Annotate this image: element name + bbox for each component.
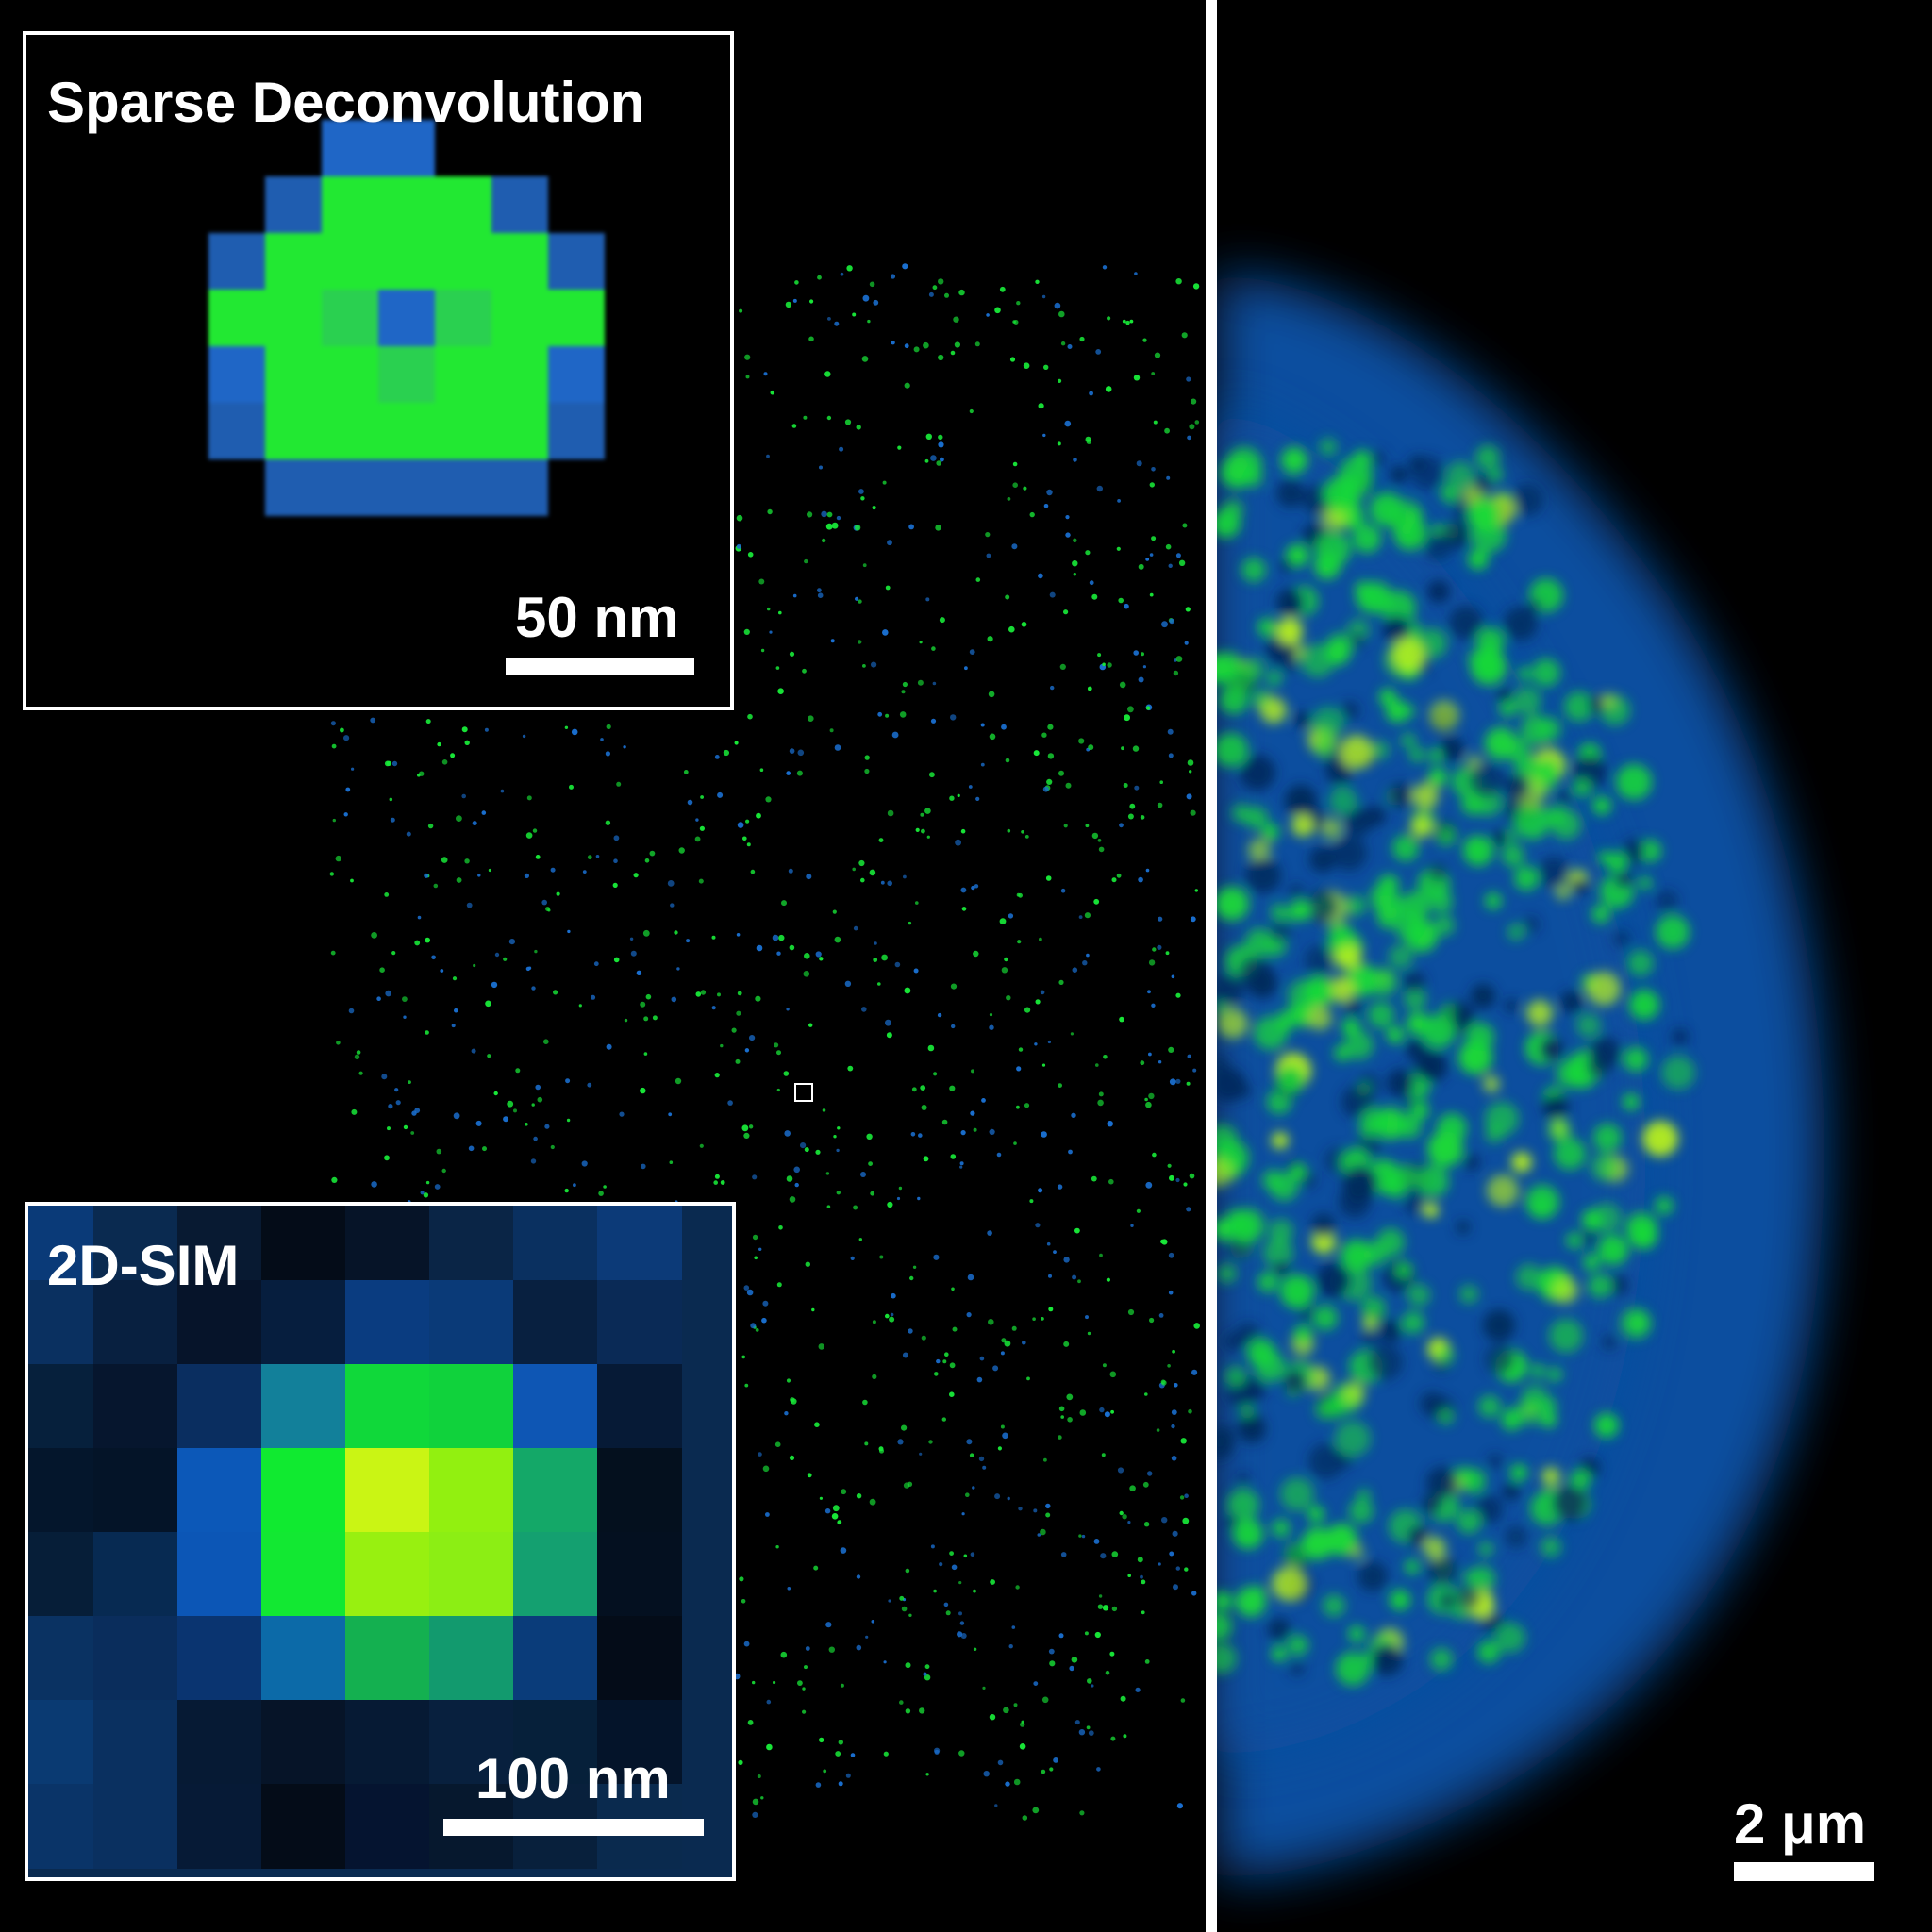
scale-bar [506,658,694,675]
scale-bar [1734,1862,1874,1881]
scale-bar-label: 100 nm [475,1747,671,1810]
inset-title: Sparse Deconvolution [47,71,645,134]
sparse-deconvolution-panel: Sparse Deconvolution 50 nm 2D-SIM 100 nm [23,31,1200,1881]
scale-bar-label: 50 nm [515,586,679,649]
puncta-field [329,263,1200,1821]
inset-title: 2D-SIM [47,1234,240,1297]
sim-inset: 2D-SIM 100 nm [25,1202,736,1881]
panel-divider [1206,0,1217,1932]
cell-image [1217,274,1824,1877]
sim-overview-panel: 2 μm [1217,0,1932,1932]
sim-zoom-image [28,1206,682,1869]
scale-bar-label: 2 μm [1734,1792,1867,1856]
roi-marker [794,1083,813,1102]
scale-bar [443,1819,704,1836]
sparse-deconvolution-inset: Sparse Deconvolution 50 nm [23,31,734,710]
sparse-deconvolution-zoom-image [208,120,605,516]
